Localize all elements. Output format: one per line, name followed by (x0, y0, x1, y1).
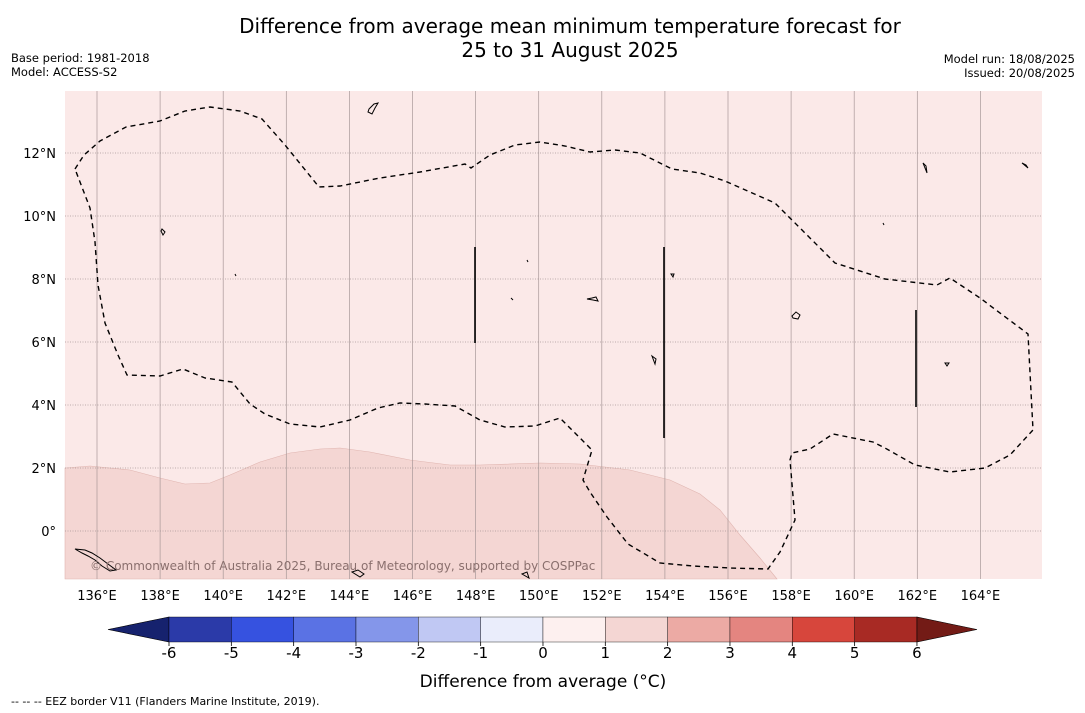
colorbar-tick-label: -3 (349, 644, 364, 662)
longitude-label: 152°E (582, 589, 622, 604)
colorbar-tick-label: 2 (663, 644, 673, 662)
longitude-label: 162°E (898, 589, 938, 604)
island (650, 354, 657, 366)
colorbar: -6 -5 -4 -3 -2 -1 0 1 2 3 4 5 6 (107, 616, 978, 662)
latitude-label: 10°N (23, 210, 56, 225)
island (367, 102, 380, 115)
colorbar-bin (605, 616, 668, 643)
island (234, 273, 237, 277)
latitude-label: 0° (41, 525, 56, 540)
colorbar-bin (480, 616, 544, 643)
colorbar-bin (542, 616, 606, 643)
map-panel: © Commonwealth of Australia 2025, Bureau… (64, 91, 1042, 580)
colorbar-tick-label: -6 (162, 644, 177, 662)
colorbar-bin (168, 616, 232, 643)
colorbar-tick-label: -5 (224, 644, 239, 662)
colorbar-tick-label: 5 (850, 644, 860, 662)
island (160, 228, 166, 236)
longitude-label: 136°E (77, 589, 117, 604)
chart-title: Difference from average mean minimum tem… (0, 14, 1085, 62)
longitude-label: 138°E (140, 589, 180, 604)
longitude-label: 150°E (519, 589, 559, 604)
colorbar-label: Difference from average (°C) (420, 672, 667, 692)
colorbar-tick-label: -4 (286, 644, 301, 662)
graticule (65, 91, 1042, 579)
island (350, 569, 365, 578)
island (520, 571, 530, 580)
colorbar-bin (667, 616, 731, 643)
colorbar-extend-high (916, 616, 978, 643)
dateline-marks (474, 247, 917, 438)
issued-text: Issued: 20/08/2025 (964, 66, 1075, 80)
footnote: -- -- -- EEZ border V11 (Flanders Marine… (11, 695, 320, 708)
model-text: Model: ACCESS-S2 (11, 65, 118, 79)
island (510, 297, 514, 301)
island (526, 259, 529, 263)
island (882, 222, 885, 226)
islands (74, 102, 1029, 580)
longitude-label: 140°E (203, 589, 243, 604)
latitude-labels: 12°N 10°N 8°N 6°N 4°N 2°N 0° (23, 147, 56, 540)
eez-border (74, 106, 1034, 570)
colorbar-tick-label: 1 (601, 644, 611, 662)
colorbar-bin (418, 616, 481, 643)
colorbar-tick-label: 4 (788, 644, 798, 662)
longitude-label: 142°E (267, 589, 307, 604)
base-period-text: Base period: 1981-2018 (11, 51, 150, 65)
model-run-text: Model run: 18/08/2025 (943, 52, 1075, 66)
colorbar-bin (729, 616, 793, 643)
longitude-label: 154°E (645, 589, 685, 604)
island (670, 273, 675, 279)
island (74, 548, 118, 572)
copyright-text: © Commonwealth of Australia 2025, Bureau… (90, 559, 595, 573)
meta-left: Base period: 1981-2018 Model: ACCESS-S2 (11, 51, 150, 79)
latitude-label: 4°N (32, 399, 57, 414)
colorbar-tick-label: -1 (473, 644, 488, 662)
longitude-label: 156°E (708, 589, 748, 604)
longitude-label: 158°E (771, 589, 811, 604)
island (1021, 162, 1029, 169)
colorbar-bin (293, 616, 357, 643)
island (922, 162, 928, 174)
longitude-labels: 136°E 138°E 140°E 142°E 144°E 146°E 148°E 150°E… (77, 589, 1000, 604)
colorbar-tick-label: -2 (411, 644, 426, 662)
title-line-2: 25 to 31 August 2025 (461, 38, 679, 62)
longitude-label: 146°E (393, 589, 433, 604)
longitude-label: 148°E (456, 589, 496, 604)
island (791, 311, 801, 320)
longitude-label: 144°E (330, 589, 370, 604)
anomaly-region-1-to-2 (64, 447, 778, 580)
meta-right: Model run: 18/08/2025 Issued: 20/08/2025 (944, 52, 1075, 80)
colorbar-extend-low (107, 616, 170, 643)
latitude-label: 8°N (32, 273, 57, 288)
title-line-1: Difference from average mean minimum tem… (239, 14, 901, 38)
latitude-label: 12°N (23, 147, 56, 162)
colorbar-tick-label: 3 (725, 644, 735, 662)
island (586, 296, 599, 302)
longitude-label: 160°E (834, 589, 874, 604)
colorbar-bin (355, 616, 419, 643)
island (944, 362, 950, 367)
colorbar-bin (854, 616, 918, 643)
colorbar-bin (231, 616, 294, 643)
colorbar-bin (792, 616, 855, 643)
colorbar-tick-label: 6 (912, 644, 922, 662)
longitude-label: 164°E (961, 589, 1001, 604)
latitude-label: 6°N (32, 336, 57, 351)
colorbar-tick-label: 0 (538, 644, 548, 662)
latitude-label: 2°N (32, 462, 57, 477)
